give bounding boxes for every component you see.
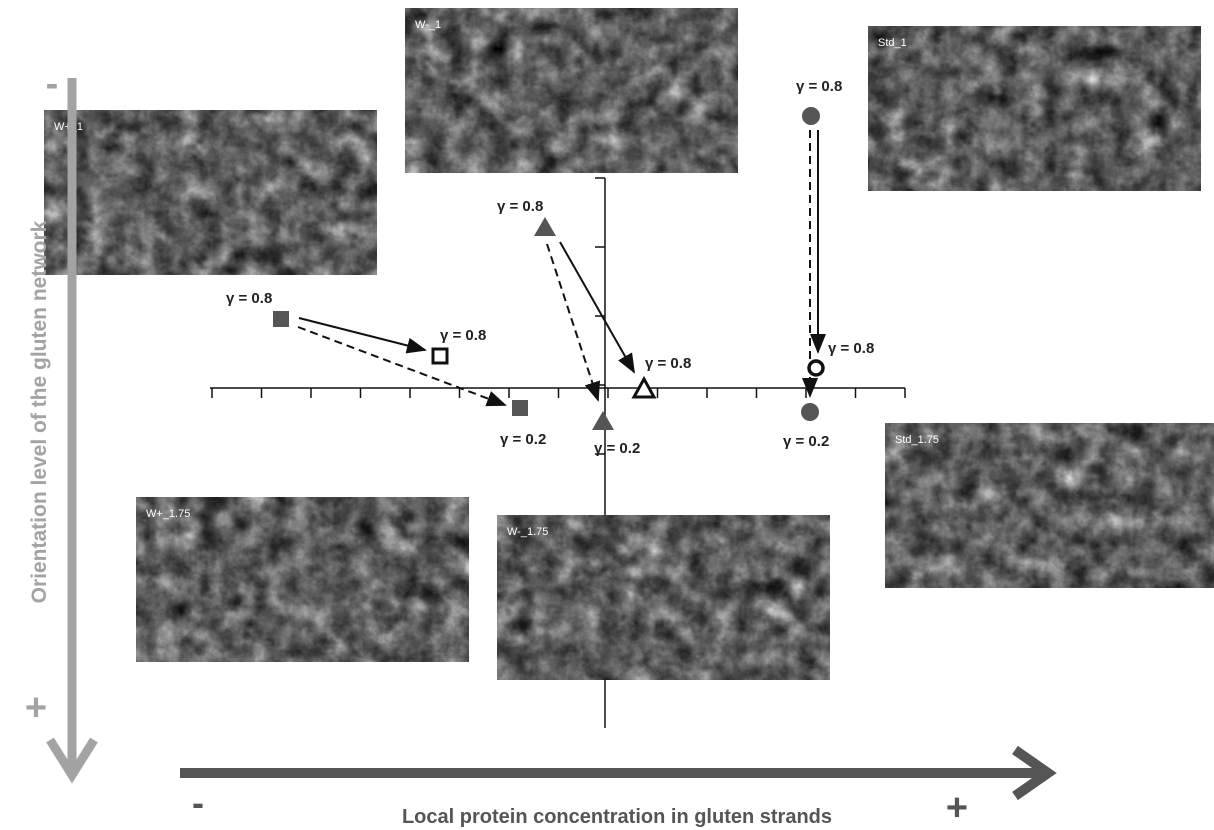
micrograph (868, 26, 1201, 191)
arrows (297, 130, 826, 407)
gamma-label: γ = 0.8 (828, 340, 874, 357)
marker (802, 107, 820, 125)
marker (534, 217, 556, 236)
marker (431, 347, 449, 365)
big-axes: - + - + Local protein concentration in g… (25, 63, 1057, 829)
micrograph (136, 497, 469, 662)
x-title: Local protein concentration in gluten st… (402, 806, 832, 828)
image-label: Std_1.75 (895, 434, 939, 446)
y-plus: + (25, 687, 47, 729)
micrograph (885, 423, 1214, 588)
y-title: Orientation level of the gluten network (28, 220, 51, 603)
arrow (559, 241, 635, 374)
arrow (546, 243, 601, 402)
gamma-label: γ = 0.8 (226, 290, 272, 307)
gamma-label: γ = 0.8 (497, 198, 543, 215)
marker (631, 375, 657, 399)
micrograph (44, 110, 377, 275)
image-label: W-_1.75 (507, 526, 548, 538)
image-label: Std_1 (878, 37, 907, 49)
marker (801, 403, 819, 421)
gamma-label: γ = 0.8 (440, 327, 486, 344)
marker (512, 400, 528, 416)
marker (273, 311, 289, 327)
image-label: W-_1 (415, 19, 441, 31)
x-arrow-head (1012, 745, 1057, 801)
gamma-label: γ = 0.2 (500, 431, 546, 448)
x-minus: - (192, 782, 204, 823)
gamma-label: γ = 0.2 (783, 433, 829, 450)
gamma-label: γ = 0.8 (796, 78, 842, 95)
gamma-label: γ = 0.8 (645, 355, 691, 372)
image-label: W+_1.75 (146, 508, 190, 520)
marker (592, 411, 614, 430)
markers (273, 107, 825, 430)
arrow (297, 326, 507, 407)
micrograph (497, 515, 830, 680)
micrograph (405, 8, 738, 173)
annotations: γ = 0.8 γ = 0.8 γ = 0.2 γ = 0.8 γ = 0.8 γ = 0… (226, 78, 874, 457)
arrow (298, 317, 427, 354)
y-minus: - (46, 63, 59, 105)
y-arrow-head (46, 737, 98, 784)
gamma-label: γ = 0.2 (594, 440, 640, 457)
x-plus: + (946, 787, 968, 829)
marker (807, 359, 825, 377)
